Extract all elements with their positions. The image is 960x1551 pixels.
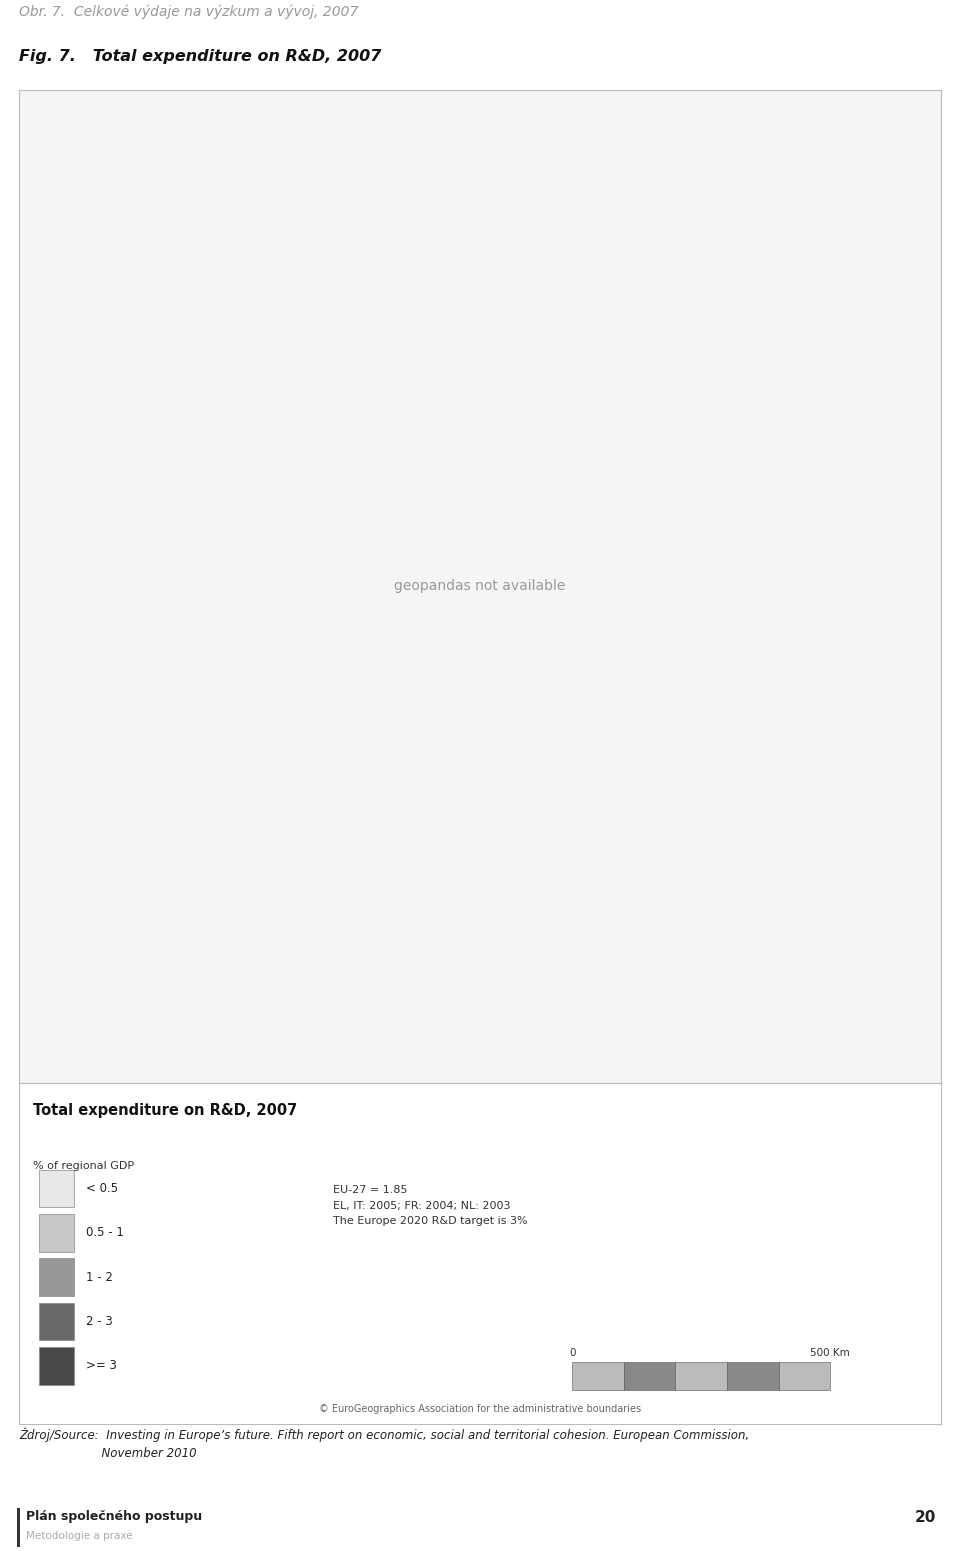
Bar [779,1362,830,1390]
Bar [727,1362,779,1390]
Text: 0.5 - 1: 0.5 - 1 [85,1227,124,1239]
Text: 2 - 3: 2 - 3 [85,1315,112,1328]
Text: 0: 0 [569,1348,575,1357]
Bar [39,1258,75,1297]
Text: EU-27 = 1.85
EL, IT: 2005; FR: 2004; NL: 2003
The Europe 2020 R&D target is 3%: EU-27 = 1.85 EL, IT: 2005; FR: 2004; NL:… [332,1185,527,1227]
Bar [39,1169,75,1207]
Text: 500 Km: 500 Km [810,1348,851,1357]
Text: Fig. 7.   Total expenditure on R&D, 2007: Fig. 7. Total expenditure on R&D, 2007 [19,50,381,65]
Bar [39,1303,75,1340]
Text: Metodologie a praxe: Metodologie a praxe [26,1531,132,1542]
Text: Total expenditure on R&D, 2007: Total expenditure on R&D, 2007 [33,1103,298,1118]
Text: < 0.5: < 0.5 [85,1182,118,1194]
Text: 1 - 2: 1 - 2 [85,1270,112,1284]
Bar [572,1362,624,1390]
Bar [17,1508,19,1548]
Bar [624,1362,676,1390]
Text: % of regional GDP: % of regional GDP [33,1162,134,1171]
Bar [676,1362,727,1390]
Text: © EuroGeographics Association for the administrative boundaries: © EuroGeographics Association for the ad… [319,1404,641,1413]
Bar [39,1214,75,1252]
Bar [39,1346,75,1385]
Text: Ždroj/Source:  Investing in Europe’s future. Fifth report on economic, social an: Ždroj/Source: Investing in Europe’s futu… [19,1428,750,1459]
Text: 20: 20 [915,1511,936,1525]
Text: geopandas not available: geopandas not available [395,579,565,594]
Text: Plán společného postupu: Plán společného postupu [26,1511,202,1523]
Text: Obr. 7.  Celkové výdaje na výzkum a vývoj, 2007: Obr. 7. Celkové výdaje na výzkum a vývoj… [19,5,359,19]
Text: >= 3: >= 3 [85,1359,116,1373]
